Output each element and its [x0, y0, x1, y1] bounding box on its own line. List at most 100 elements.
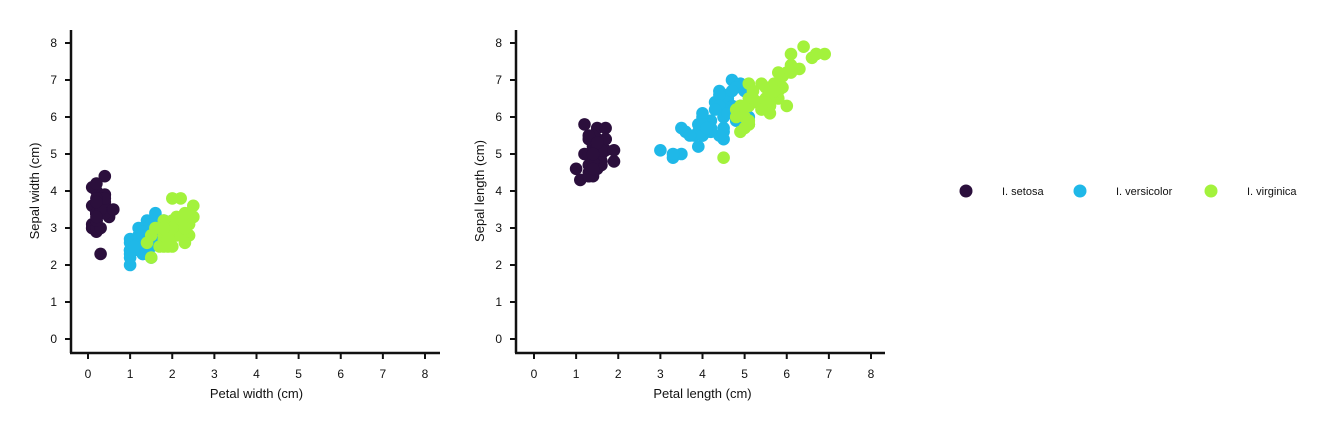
x-tick-label-4: 4 — [699, 367, 706, 381]
y-tick-label-3: 3 — [50, 221, 57, 235]
point-virginica-6 — [717, 151, 730, 164]
y-tick-label-6: 6 — [50, 110, 57, 124]
y-axis-label: Sepal width (cm) — [27, 143, 42, 240]
legend: I. setosa I. versicolor I. virginica — [959, 184, 1297, 198]
point-virginica-21 — [734, 125, 747, 139]
point-setosa-15 — [98, 169, 112, 183]
x-tick-label-4: 4 — [253, 367, 260, 381]
legend-label-virginica: I. virginica — [1247, 186, 1297, 198]
x-tick-label-2: 2 — [169, 367, 176, 381]
x-tick-label-5: 5 — [295, 367, 302, 381]
x-tick-label-6: 6 — [337, 367, 344, 381]
point-versicolor-43 — [666, 147, 680, 161]
point-setosa-14 — [578, 118, 591, 131]
point-versicolor-21 — [696, 107, 709, 120]
y-tick-label-1: 1 — [495, 295, 502, 309]
legend-item-setosa: I. setosa — [959, 184, 1044, 198]
y-tick-label-8: 8 — [495, 36, 502, 50]
y-tick-label-8: 8 — [50, 36, 57, 50]
point-versicolor-29 — [675, 121, 688, 135]
point-virginica-44 — [767, 84, 781, 98]
axes-layer: 0 1 2 3 4 5 6 7 8 0 1 2 3 4 5 6 7 8 — [50, 30, 440, 381]
point-versicolor-35 — [149, 206, 162, 220]
x-tick-label-8: 8 — [868, 367, 875, 381]
y-tick-label-0: 0 — [495, 332, 502, 346]
x-axis-label: Petal length (cm) — [653, 386, 751, 401]
point-setosa-44 — [607, 144, 621, 157]
point-versicolor-48 — [128, 240, 141, 253]
y-tick-label-4: 4 — [50, 184, 57, 198]
point-virginica-38 — [729, 110, 743, 124]
point-virginica-0 — [780, 99, 794, 113]
points-layer — [569, 40, 831, 187]
point-virginica-48 — [755, 103, 768, 116]
x-tick-label-5: 5 — [741, 367, 748, 381]
x-tick-label-1: 1 — [127, 367, 134, 381]
x-tick-label-6: 6 — [783, 367, 790, 381]
point-virginica-48 — [178, 206, 192, 220]
legend-label-setosa: I. setosa — [1002, 186, 1044, 198]
scatter-panel-sepal-width-vs-petal-width: 0 1 2 3 4 5 6 7 8 0 1 2 3 4 5 6 7 8 Petal width (cm) Sepa… — [27, 30, 440, 401]
point-virginica-46 — [161, 240, 175, 253]
point-versicolor-47 — [708, 103, 722, 116]
legend-marker-versicolor — [1073, 184, 1087, 198]
x-tick-label-1: 1 — [573, 367, 580, 381]
y-tick-label-7: 7 — [50, 73, 57, 87]
point-setosa-47 — [586, 162, 600, 176]
point-virginica-30 — [784, 58, 798, 72]
legend-label-versicolor: I. versicolor — [1116, 186, 1173, 198]
point-virginica-22 — [809, 47, 823, 61]
point-setosa-36 — [582, 129, 596, 142]
x-tick-label-8: 8 — [422, 367, 429, 381]
y-tick-label-3: 3 — [495, 221, 502, 235]
point-virginica-47 — [746, 92, 760, 105]
x-tick-label-2: 2 — [615, 367, 622, 381]
point-virginica-46 — [738, 99, 751, 113]
point-virginica-34 — [140, 236, 154, 250]
point-virginica-45 — [178, 221, 192, 235]
legend-item-virginica: I. virginica — [1204, 184, 1297, 198]
axes-layer: 0 1 2 3 4 5 6 7 8 0 1 2 3 4 5 6 7 8 — [495, 30, 885, 381]
y-tick-label-4: 4 — [495, 184, 502, 198]
point-setosa-49 — [586, 147, 600, 161]
point-setosa-43 — [107, 203, 120, 216]
y-tick-label-7: 7 — [495, 73, 502, 87]
point-setosa-48 — [590, 136, 604, 150]
point-setosa-24 — [607, 155, 621, 168]
point-versicolor-31 — [683, 129, 697, 142]
scatter-panel-sepal-length-vs-petal-length: 0 1 2 3 4 5 6 7 8 0 1 2 3 4 5 6 7 8 Petal length (cm) Sep… — [472, 30, 885, 401]
point-setosa-33 — [90, 177, 103, 190]
y-tick-label-2: 2 — [495, 258, 502, 272]
points-layer — [85, 169, 200, 272]
legend-marker-virginica — [1204, 184, 1218, 198]
point-virginica-31 — [797, 40, 810, 53]
y-tick-label-6: 6 — [495, 110, 502, 124]
legend-item-versicolor: I. versicolor — [1073, 184, 1173, 198]
point-virginica-49 — [157, 221, 171, 235]
point-virginica-35 — [784, 47, 798, 61]
point-versicolor-25 — [713, 88, 726, 102]
point-versicolor-9 — [692, 140, 705, 153]
x-tick-label-3: 3 — [657, 367, 664, 381]
y-axis-label: Sepal length (cm) — [472, 140, 487, 242]
point-setosa-49 — [90, 210, 103, 224]
x-tick-label-0: 0 — [531, 367, 538, 381]
point-setosa-22 — [569, 162, 583, 176]
point-virginica-39 — [755, 77, 768, 90]
y-tick-label-5: 5 — [50, 147, 57, 161]
x-tick-label-7: 7 — [380, 367, 387, 381]
point-setosa-48 — [90, 195, 103, 209]
point-virginica-29 — [772, 66, 785, 79]
x-axis-label: Petal width (cm) — [210, 386, 303, 401]
y-tick-label-0: 0 — [50, 332, 57, 346]
point-setosa-18 — [599, 121, 612, 135]
x-tick-label-0: 0 — [85, 367, 92, 381]
point-versicolor-49 — [700, 121, 713, 135]
point-virginica-49 — [742, 114, 756, 127]
point-versicolor-48 — [654, 144, 667, 157]
y-tick-label-5: 5 — [495, 147, 502, 161]
y-tick-label-2: 2 — [50, 258, 57, 272]
x-tick-label-3: 3 — [211, 367, 218, 381]
point-virginica-31 — [166, 192, 179, 205]
